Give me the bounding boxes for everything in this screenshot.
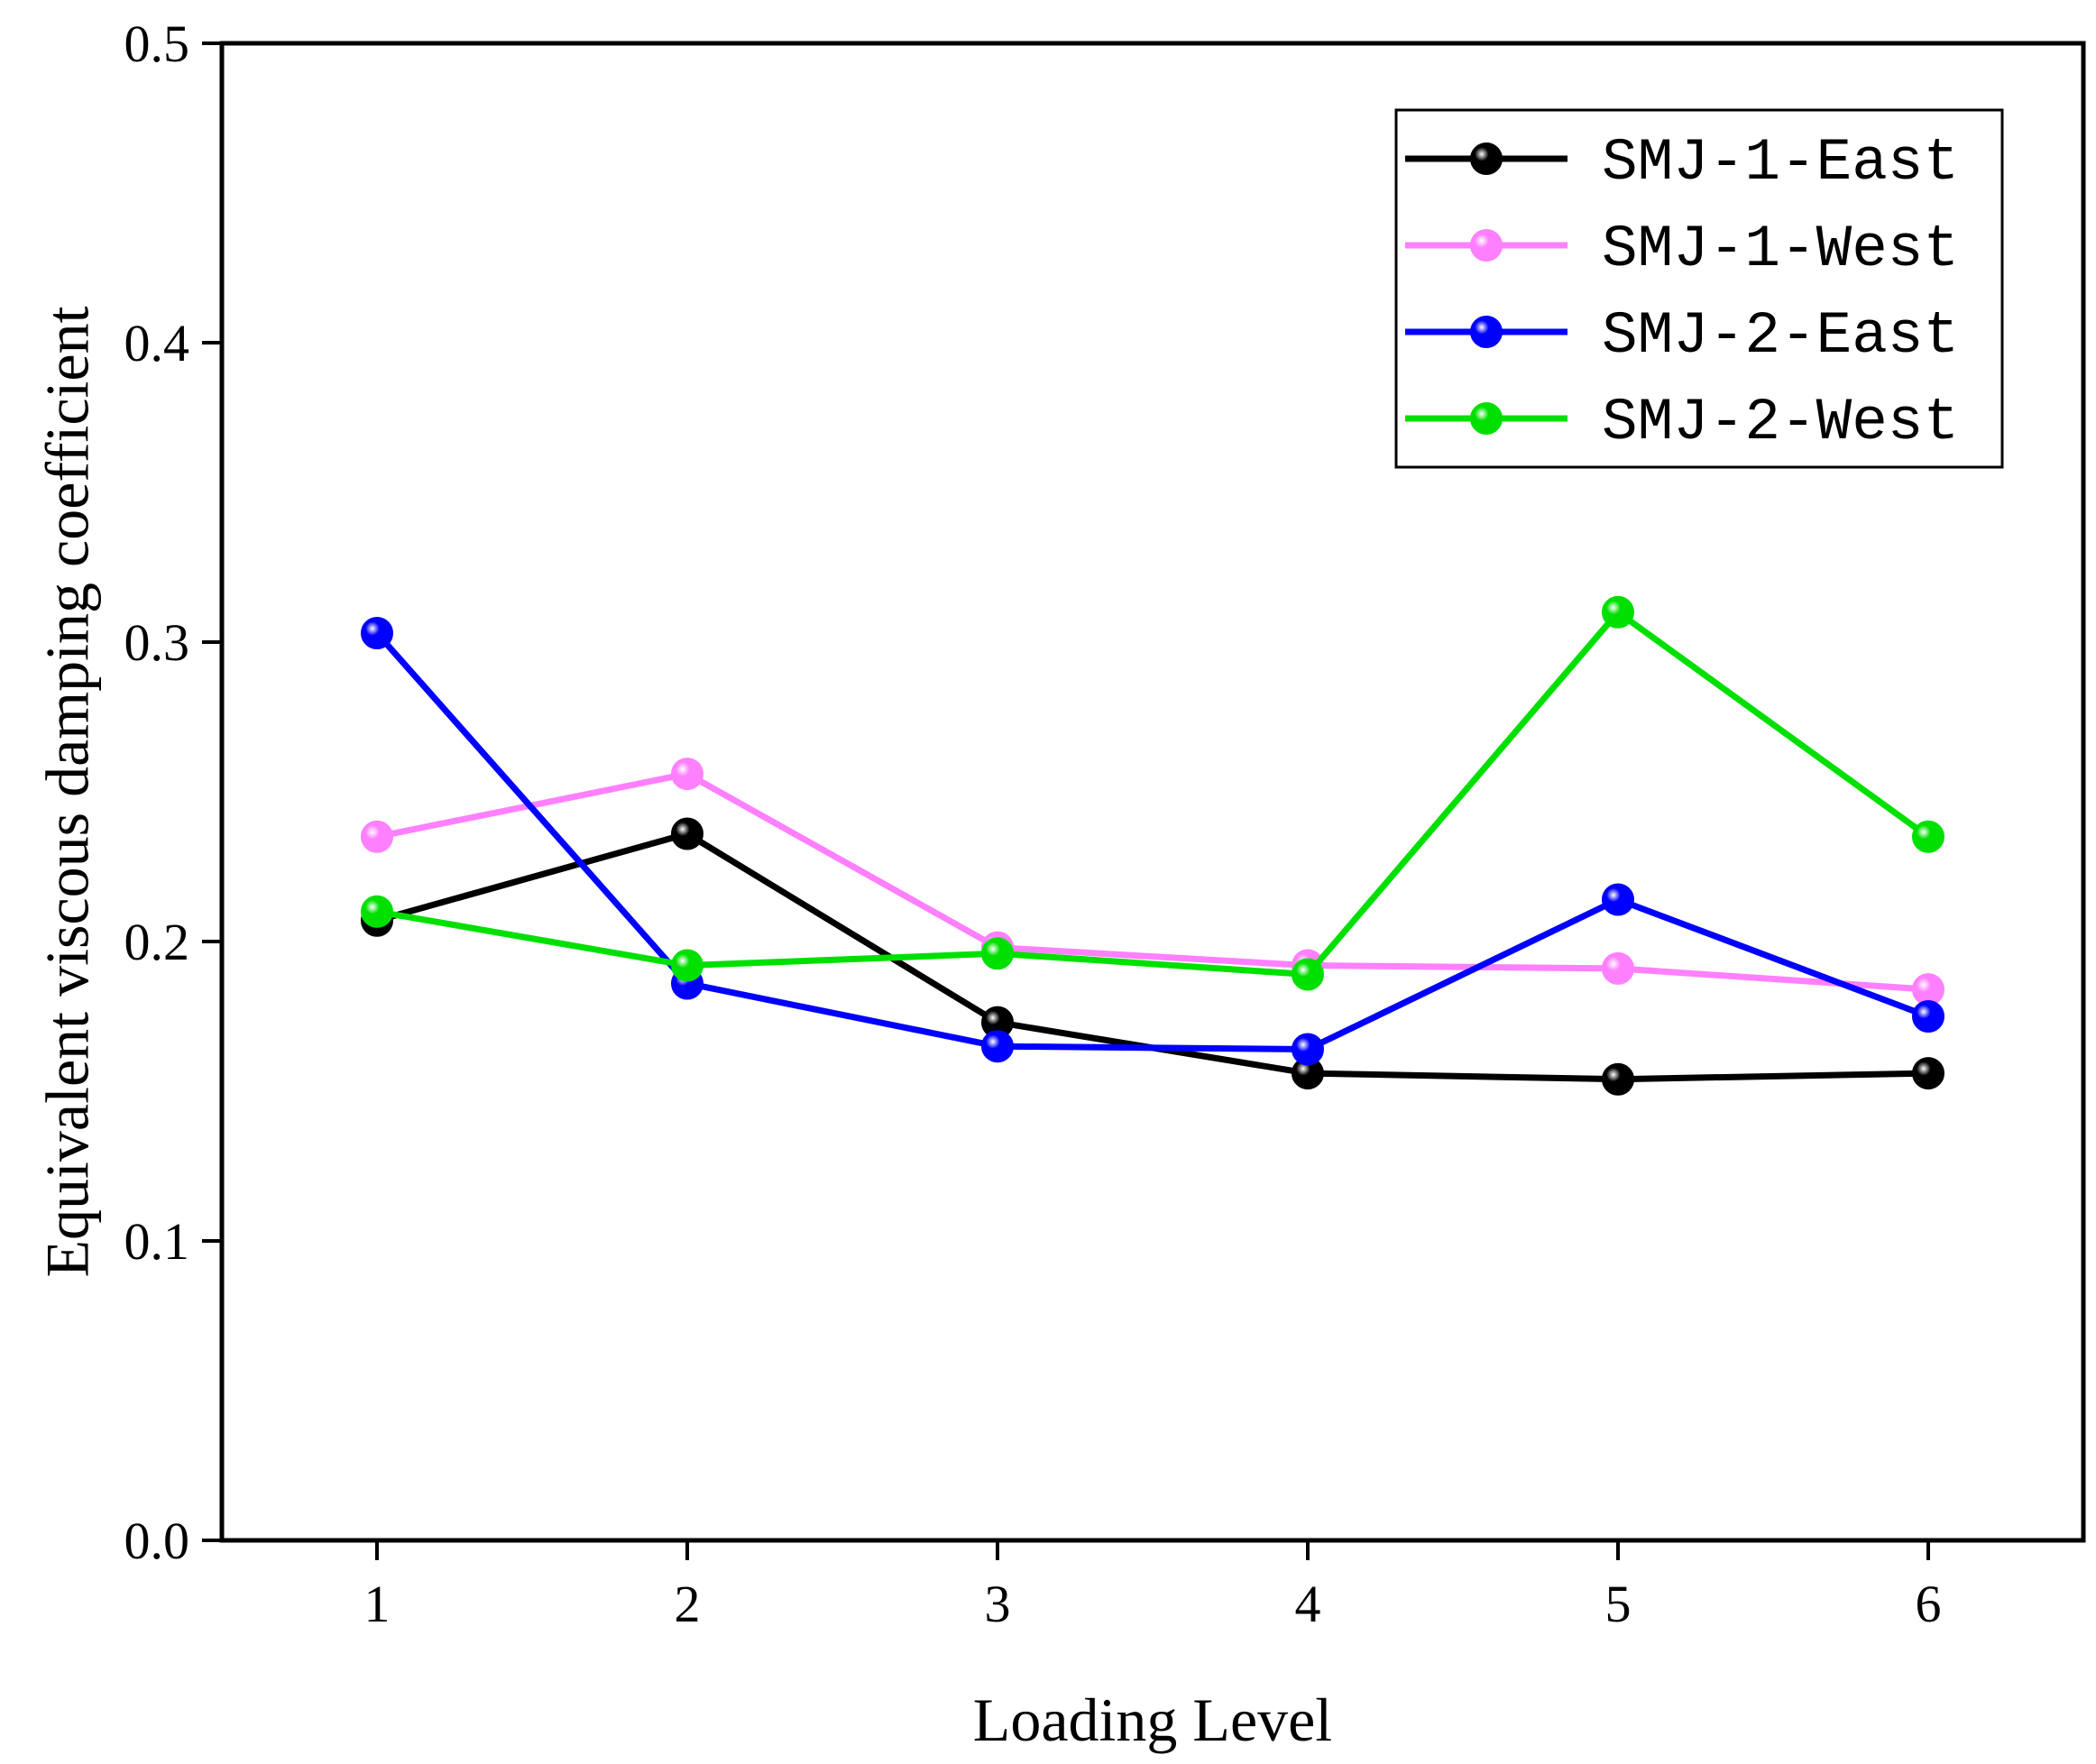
x-tick-label: 3: [985, 1575, 1011, 1633]
legend-item: SMJ-2-East: [1405, 302, 1959, 370]
x-tick-label: 1: [364, 1575, 391, 1633]
x-tick-label: 4: [1295, 1575, 1321, 1633]
y-tick-label: 0.0: [124, 1511, 190, 1570]
data-point: [671, 949, 703, 982]
legend-marker: [1470, 402, 1503, 435]
plot-area: [219, 41, 2086, 1543]
data-point: [1602, 595, 1634, 629]
legend-label: SMJ-2-East: [1602, 302, 1959, 370]
y-tick-label: 0.2: [124, 913, 190, 971]
legend-label: SMJ-2-West: [1602, 389, 1959, 456]
legend-label: SMJ-1-West: [1602, 216, 1959, 283]
y-tick-label: 0.5: [124, 14, 190, 73]
data-point: [1602, 951, 1634, 985]
series-smj-2-west: [361, 595, 1944, 991]
data-point: [981, 1030, 1014, 1063]
data-point: [1292, 958, 1324, 991]
data-point: [361, 820, 393, 853]
data-point: [1602, 883, 1634, 916]
data-point: [1602, 1062, 1634, 1096]
y-tick-label: 0.3: [124, 613, 190, 672]
legend-item: SMJ-1-East: [1405, 129, 1959, 197]
data-point: [361, 895, 393, 928]
legend: SMJ-1-East SMJ-1-West SMJ-2-East SMJ-2-West: [1394, 108, 2004, 469]
series-smj-2-east: [361, 617, 1944, 1066]
legend-label: SMJ-1-East: [1602, 129, 1959, 197]
data-point: [1912, 1057, 1944, 1090]
data-point: [1912, 1000, 1944, 1033]
data-point: [1292, 1033, 1324, 1066]
data-point: [361, 617, 393, 650]
legend-item: SMJ-2-West: [1405, 389, 1959, 456]
series-layer: [361, 595, 1944, 1096]
data-point: [671, 817, 703, 850]
legend-marker: [1470, 142, 1503, 175]
y-axis: 0.0 0.1 0.2 0.3 0.4 0.5: [124, 14, 222, 1570]
y-tick-label: 0.1: [124, 1212, 190, 1271]
x-axis-title: Loading Level: [973, 1686, 1332, 1754]
x-tick-label: 5: [1605, 1575, 1632, 1633]
y-axis-title: Equivalent viscous damping coefficient: [33, 306, 102, 1277]
legend-item: SMJ-1-West: [1405, 216, 1959, 283]
series-line: [374, 630, 1930, 1053]
data-point: [981, 937, 1014, 970]
x-axis: 1 2 3 4 5 6: [364, 1540, 1942, 1633]
legend-marker: [1470, 316, 1503, 348]
x-tick-label: 2: [675, 1575, 701, 1633]
legend-marker: [1470, 229, 1503, 262]
series-line: [376, 770, 1929, 993]
data-point: [671, 758, 703, 791]
data-point: [1912, 820, 1944, 853]
series-line: [376, 609, 1931, 978]
y-tick-label: 0.4: [124, 314, 190, 372]
x-tick-label: 6: [1916, 1575, 1942, 1633]
